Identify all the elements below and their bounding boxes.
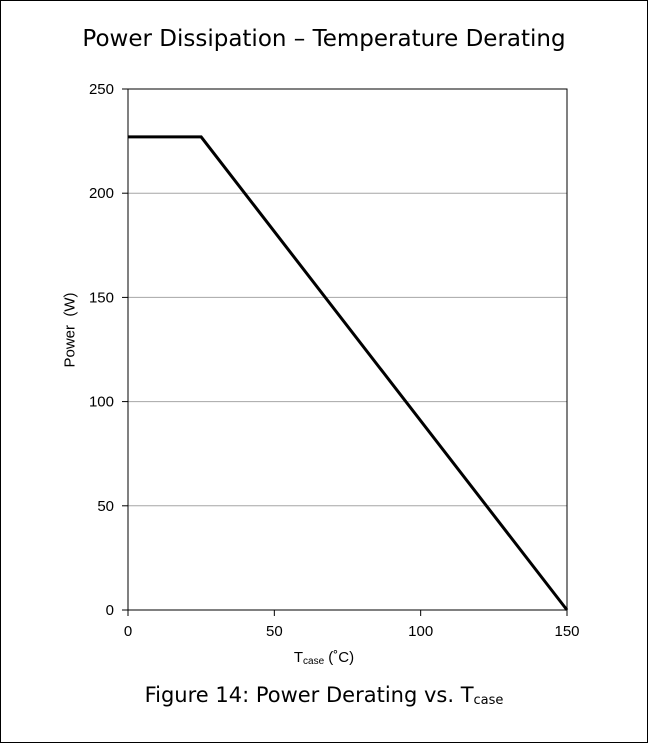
figure-caption-text: Figure 14: Power Derating vs. T [144,683,474,707]
y-tick-label-200: 200 [89,185,114,202]
x-axis-label: Tcase (˚C) [0,649,648,667]
figure-caption-subscript: case [473,693,504,708]
y-tick-label-100: 100 [89,394,114,411]
figure-caption: Figure 14: Power Derating vs. Tcase [0,683,648,708]
x-tick-label-50: 50 [266,623,283,640]
x-tick-label-100: 100 [408,623,433,640]
y-axis-label: Power (W) [61,292,79,368]
y-axis-ticks: 0 50 100 150 200 250 [89,81,128,619]
y-tick-label-250: 250 [89,81,114,98]
y-tick-label-50: 50 [97,498,114,515]
y-tick-label-0: 0 [106,602,114,619]
chart-title: Power Dissipation – Temperature Derating [82,26,566,52]
x-axis-ticks: 0 50 100 150 [124,610,580,640]
x-axis-label-subscript: case [303,656,325,667]
series-group [128,135,569,611]
series-line-0 [128,135,569,611]
x-tick-label-150: 150 [554,623,579,640]
y-tick-label-150: 150 [89,289,114,306]
x-axis-label-unit: (˚C) [324,649,355,666]
x-tick-label-0: 0 [124,623,132,640]
plot-area-frame [127,88,568,611]
grid-lines [128,192,567,507]
x-axis-label-main: T [293,649,304,666]
